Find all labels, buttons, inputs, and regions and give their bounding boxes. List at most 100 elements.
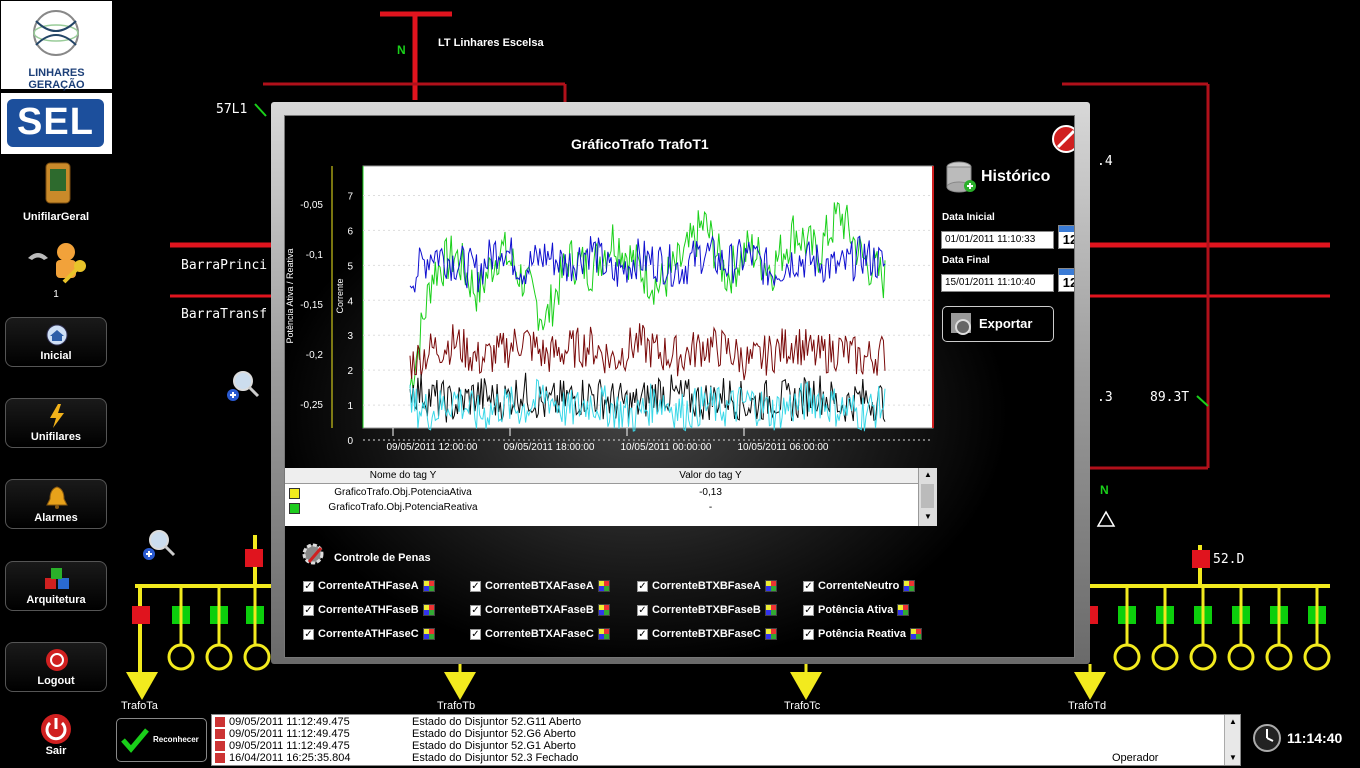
zoom-in-icon[interactable]: [226, 369, 260, 403]
pen-checkbox[interactable]: ✓: [803, 604, 814, 616]
color-picker-icon[interactable]: [422, 604, 435, 616]
tag-row-name[interactable]: GraficoTrafo.Obj.PotenciaReativa: [328, 502, 478, 513]
color-picker-icon[interactable]: [422, 628, 435, 640]
exit-label[interactable]: Sair: [45, 745, 67, 757]
pen-checkbox[interactable]: ✓: [637, 604, 648, 616]
close-icon[interactable]: [1050, 124, 1075, 154]
pen-checkbox[interactable]: ✓: [637, 580, 648, 592]
pen-checkbox[interactable]: ✓: [637, 628, 648, 640]
bus-principal-label: BarraPrinci: [181, 258, 268, 273]
dialog-title: GráficoTrafo TrafoT1: [571, 136, 709, 152]
pen-item[interactable]: ✓ CorrenteATHFaseA: [303, 580, 435, 592]
color-picker-icon[interactable]: [903, 580, 916, 592]
clock-icon: [1253, 724, 1281, 752]
pen-item[interactable]: ✓ Potência Ativa: [803, 604, 910, 616]
nav-inicial-button[interactable]: Inicial: [5, 317, 107, 367]
calendar-day: 12: [1062, 275, 1074, 290]
nav-logout-button[interactable]: Logout: [5, 642, 107, 692]
pen-item[interactable]: ✓ CorrenteBTXBFaseA: [637, 580, 777, 592]
trafo-tc-label[interactable]: TrafoTc: [784, 700, 821, 712]
series-line: [409, 378, 886, 432]
table-scrollbar[interactable]: ▲ ▼: [918, 468, 937, 526]
nav-alarmes-label: Alarmes: [34, 512, 78, 524]
device-icon[interactable]: [43, 161, 73, 205]
color-picker-icon[interactable]: [422, 580, 435, 592]
pen-item[interactable]: ✓ CorrenteNeutro: [803, 580, 916, 592]
calendar-final-icon[interactable]: 12: [1058, 268, 1074, 292]
user-count: 1: [53, 289, 59, 300]
cubes-icon: [45, 568, 69, 589]
pen-label: CorrenteBTXAFaseC: [485, 628, 594, 640]
trafo-td-label[interactable]: TrafoTd: [1068, 700, 1107, 712]
event-time: 16/04/2011 16:25:35.804: [229, 752, 351, 764]
scroll-down-icon[interactable]: ▼: [1229, 753, 1237, 762]
color-picker-icon[interactable]: [910, 628, 923, 640]
switch-89-3T-label[interactable]: 89.3T: [1150, 390, 1190, 405]
nav-alarmes-button[interactable]: Alarmes: [5, 479, 107, 529]
data-inicial-input[interactable]: 01/01/2011 11:10:33: [941, 231, 1054, 249]
trafo-ta-label[interactable]: TrafoTa: [121, 700, 158, 712]
linhares-logo: LINHARES GERAÇÃO: [1, 1, 112, 91]
nav-logout-label: Logout: [37, 675, 75, 687]
pen-checkbox[interactable]: ✓: [470, 628, 481, 640]
pen-item[interactable]: ✓ CorrenteATHFaseC: [303, 628, 435, 640]
scroll-down-icon[interactable]: ▼: [924, 512, 932, 521]
color-picker-icon[interactable]: [597, 604, 610, 616]
unifilar-geral-label[interactable]: UnifilarGeral: [22, 211, 90, 223]
y-right-tick: 4: [347, 296, 353, 307]
pen-checkbox[interactable]: ✓: [470, 604, 481, 616]
scroll-up-icon[interactable]: ▲: [924, 470, 932, 479]
pen-checkbox[interactable]: ✓: [803, 580, 814, 592]
pen-checkbox[interactable]: ✓: [470, 580, 481, 592]
color-picker-icon[interactable]: [597, 580, 610, 592]
pen-item[interactable]: ✓ CorrenteBTXBFaseC: [637, 628, 777, 640]
calendar-inicial-icon[interactable]: 12: [1058, 225, 1074, 249]
color-picker-icon[interactable]: [897, 604, 910, 616]
nav-arquitetura-button[interactable]: Arquitetura: [5, 561, 107, 611]
tag-table-corner: [285, 468, 304, 484]
pen-label: CorrenteBTXBFaseB: [652, 604, 761, 616]
users-keys-icon[interactable]: [24, 240, 92, 284]
label-3: .3: [1097, 390, 1113, 405]
breaker-52D-label[interactable]: 52.D: [1213, 552, 1245, 567]
pen-checkbox[interactable]: ✓: [303, 604, 314, 616]
color-picker-icon[interactable]: [764, 628, 777, 640]
reconhecer-label: Reconhecer: [153, 735, 199, 744]
bell-icon: [46, 486, 68, 509]
pen-label: CorrenteNeutro: [818, 580, 900, 592]
pen-item[interactable]: ✓ Potência Reativa: [803, 628, 923, 640]
exportar-button[interactable]: Exportar: [942, 306, 1054, 342]
zoom-in-icon-2[interactable]: [142, 528, 176, 562]
event-time: 09/05/2011 11:12:49.475: [229, 740, 350, 752]
pen-item[interactable]: ✓ CorrenteBTXAFaseB: [470, 604, 610, 616]
reconhecer-button[interactable]: Reconhecer: [116, 718, 207, 762]
pen-item[interactable]: ✓ CorrenteATHFaseB: [303, 604, 435, 616]
event-time: 09/05/2011 11:12:49.475: [229, 716, 350, 728]
color-picker-icon[interactable]: [764, 604, 777, 616]
nav-unifilares-button[interactable]: Unifilares: [5, 398, 107, 448]
event-message: Estado do Disjuntor 52.G6 Aberto: [412, 728, 576, 740]
pen-checkbox[interactable]: ✓: [303, 628, 314, 640]
tag-row-name[interactable]: GraficoTrafo.Obj.PotenciaAtiva: [334, 487, 472, 498]
pen-label: CorrenteBTXAFaseB: [485, 604, 594, 616]
alarm-flag-icon: [215, 717, 225, 727]
event-log-scrollbar[interactable]: ▲ ▼: [1224, 715, 1240, 765]
pen-label: CorrenteBTXAFaseA: [485, 580, 594, 592]
color-picker-icon[interactable]: [597, 628, 610, 640]
power-exit-icon[interactable]: [40, 713, 72, 745]
breaker-57L1-label[interactable]: 57L1: [216, 102, 248, 117]
pen-checkbox[interactable]: ✓: [803, 628, 814, 640]
scroll-up-icon[interactable]: ▲: [1229, 717, 1237, 726]
pen-label: Potência Reativa: [818, 628, 907, 640]
pen-item[interactable]: ✓ CorrenteBTXBFaseB: [637, 604, 777, 616]
trafo-tb-label[interactable]: TrafoTb: [437, 700, 476, 712]
color-picker-icon[interactable]: [764, 580, 777, 592]
col-tag-value[interactable]: Valor do tag Y: [503, 468, 919, 484]
data-final-input[interactable]: 15/01/2011 11:10:40: [941, 274, 1054, 292]
y-right-tick: 2: [347, 366, 353, 377]
pen-item[interactable]: ✓ CorrenteBTXAFaseC: [470, 628, 610, 640]
pen-item[interactable]: ✓ CorrenteBTXAFaseA: [470, 580, 610, 592]
col-tag-name[interactable]: Nome do tag Y: [303, 468, 504, 484]
pen-checkbox[interactable]: ✓: [303, 580, 314, 592]
